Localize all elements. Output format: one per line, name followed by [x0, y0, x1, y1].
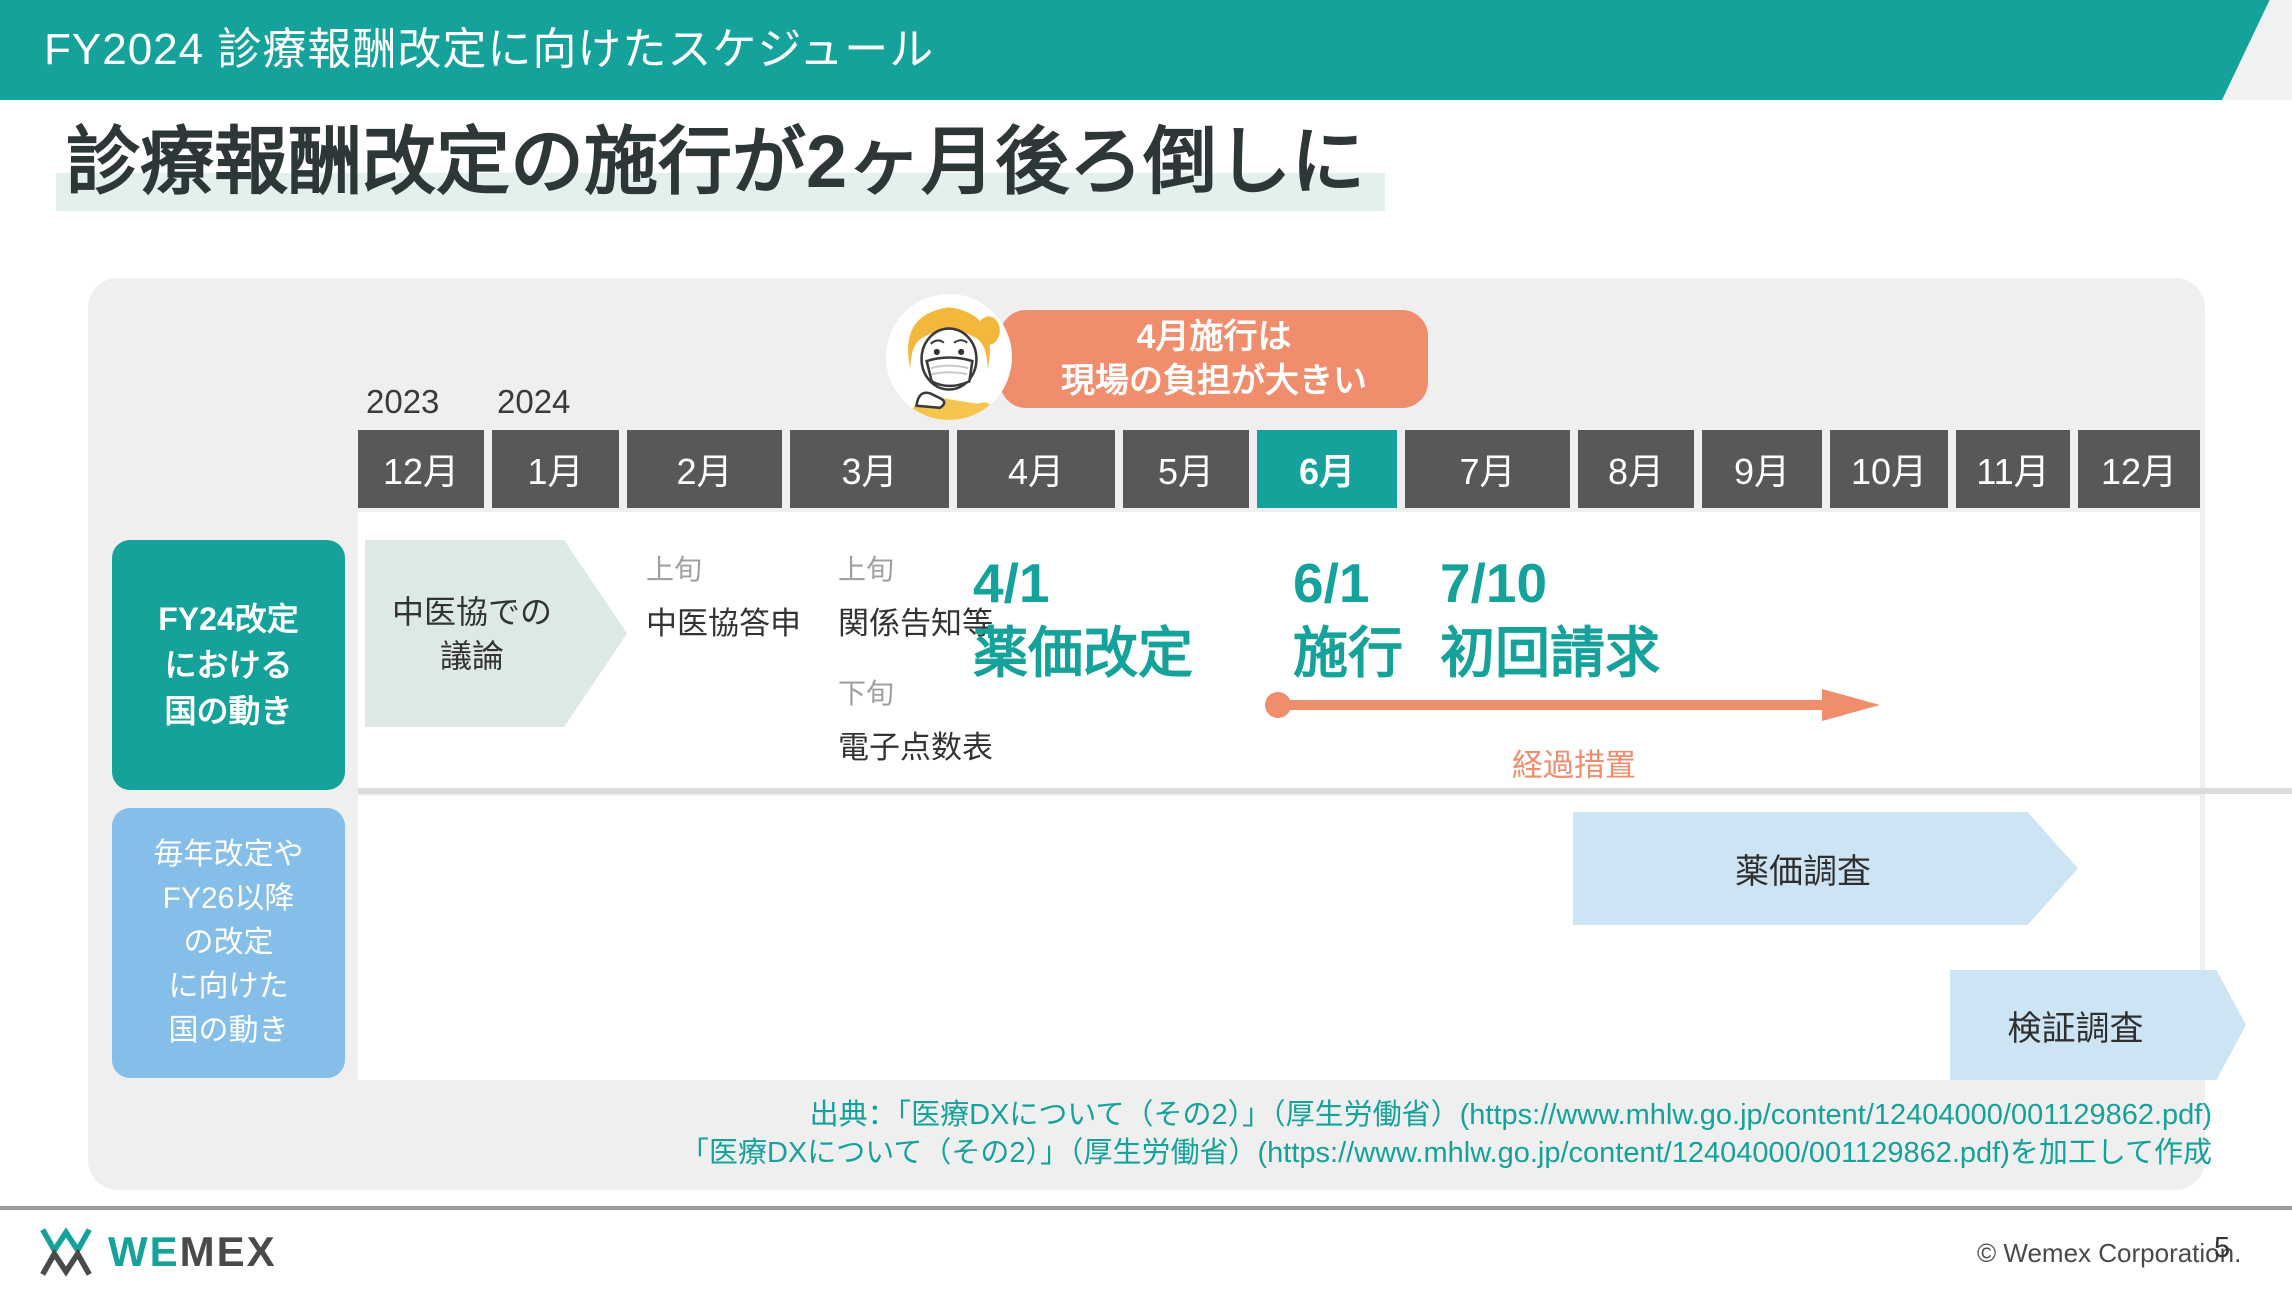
event-period: 下旬: [838, 678, 895, 709]
month-cell: 1月: [492, 430, 619, 508]
year-label-2024: 2024: [497, 383, 571, 420]
source-note-line1: 出典：「医療DXについて（その2）」（厚生労働省）(https://www.mh…: [809, 1099, 2212, 1131]
month-cell: 7月: [1405, 430, 1570, 508]
copyright-text: © Wemex Corporation.: [1977, 1238, 2242, 1268]
month-cell: 12月: [358, 430, 484, 508]
event-period: 上旬: [838, 554, 895, 585]
masked-nurse-illustration-icon: [886, 294, 1012, 420]
page-title-highlight: 診療報酬改定の施行が2ヶ月後ろ倒しに: [56, 120, 1386, 211]
event-denshi-tensuhyo: 下旬 電子点数表: [838, 672, 993, 767]
month-cell: 9月: [1702, 430, 1822, 508]
footer-divider: [0, 1206, 2292, 1210]
source-note: 出典：「医療DXについて（その2）」（厚生労働省）(https://www.mh…: [360, 1096, 2212, 1172]
event-period: 上旬: [646, 554, 703, 585]
month-cell: 8月: [1578, 430, 1694, 508]
survey-arrow-yakka-chosa: 薬価調査: [1573, 812, 2078, 925]
milestone-shiko: 6/1 施行: [1293, 552, 1404, 684]
page-title: 診療報酬改定の施行が2ヶ月後ろ倒しに: [56, 118, 1386, 211]
discussion-arrow: 中医協での 議論: [365, 540, 627, 727]
event-label: 関係告知等: [838, 606, 993, 641]
wemex-logo-mark-icon: [40, 1227, 92, 1277]
future-side-label: 毎年改定や FY26以降 の改定 に向けた 国の動き: [112, 808, 345, 1078]
wemex-logo: WEMEX: [38, 1222, 277, 1282]
month-cell: 11月: [1956, 430, 2070, 508]
year-label-2023: 2023: [366, 383, 440, 420]
event-label: 電子点数表: [838, 730, 993, 765]
page-number: 5: [2214, 1232, 2231, 1264]
month-cell: 2月: [627, 430, 782, 508]
callout-text: 4月施行は 現場の負担が大きい: [1061, 318, 1367, 400]
month-cell: 12月: [2078, 430, 2200, 508]
month-cell: 3月: [790, 430, 949, 508]
wemex-logo-text: WEMEX: [108, 1228, 277, 1276]
logo-we: WE: [108, 1228, 180, 1275]
month-cell: 4月: [957, 430, 1115, 508]
event-chuikyo-toshin: 上旬 中医協答申: [646, 548, 801, 643]
transition-arrow-icon: [1265, 689, 1880, 721]
month-cell: 5月: [1123, 430, 1249, 508]
row-divider: [358, 788, 2292, 794]
event-kankei-kokuchi: 上旬 関係告知等: [838, 548, 993, 643]
fy24-row: [358, 512, 2200, 788]
milestone-shokai-seikyu: 7/10 初回請求: [1440, 552, 1661, 684]
slide-header-title: FY2024 診療報酬改定に向けたスケジュール: [44, 25, 935, 74]
source-note-line2: 「医療DXについて（その2）」（厚生労働省）(https://www.mhlw.…: [679, 1137, 2212, 1169]
fy24-side-label: FY24改定 における 国の動き: [112, 540, 345, 790]
callout-bubble: 4月施行は 現場の負担が大きい: [1000, 310, 1428, 408]
slide-header-bar: FY2024 診療報酬改定に向けたスケジュール: [0, 0, 2292, 100]
transition-label: 経過措置: [1512, 748, 1636, 783]
event-label: 中医協答申: [646, 606, 801, 641]
logo-mex: MEX: [179, 1228, 277, 1275]
milestone-yakka-kaitei: 4/1 薬価改定: [973, 552, 1194, 684]
month-cell: 10月: [1830, 430, 1948, 508]
header-corner-decoration: [2222, 0, 2292, 100]
survey-arrow-kensho-chosa: 検証調査: [1950, 970, 2246, 1080]
month-cell-active: 6月: [1257, 430, 1397, 508]
month-timeline: 12月 1月 2月 3月 4月 5月 6月 7月 8月 9月 10月 11月 1…: [358, 430, 2200, 508]
